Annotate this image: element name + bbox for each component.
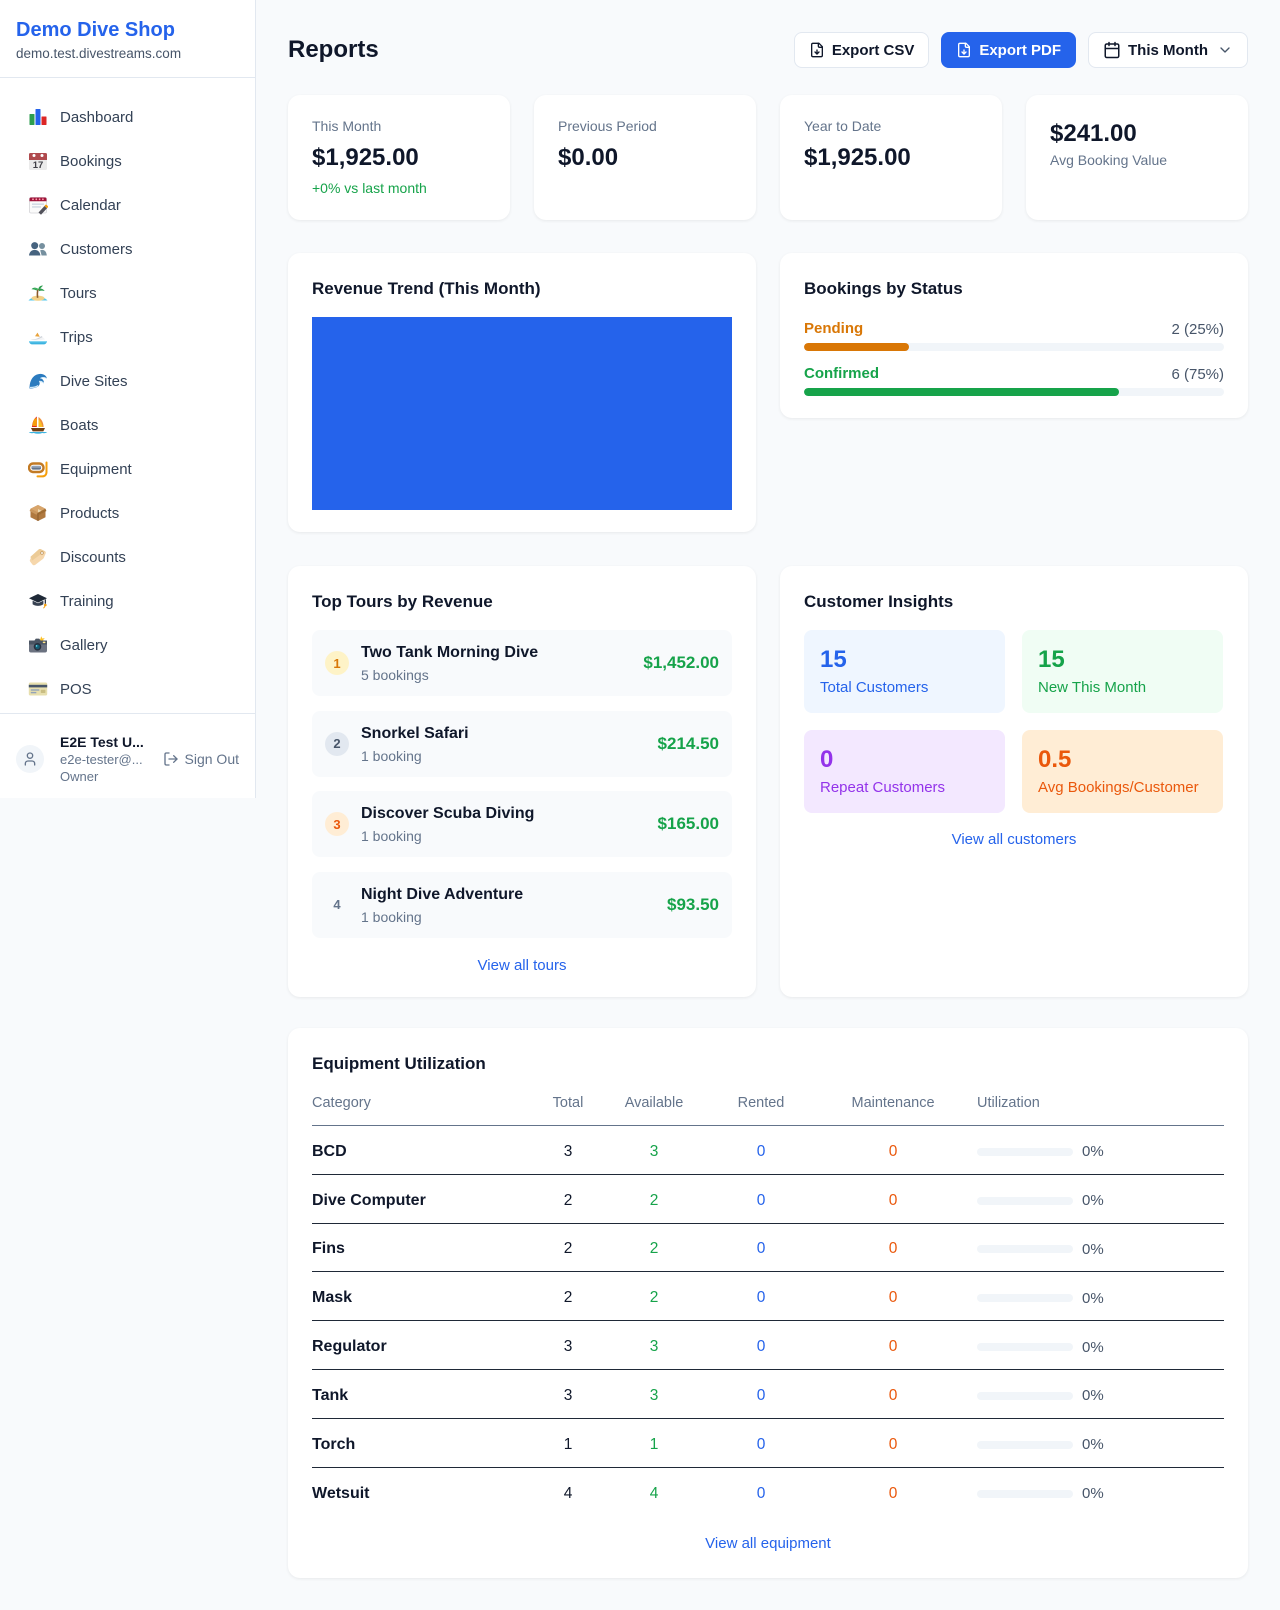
svg-text:17: 17 xyxy=(33,160,44,171)
